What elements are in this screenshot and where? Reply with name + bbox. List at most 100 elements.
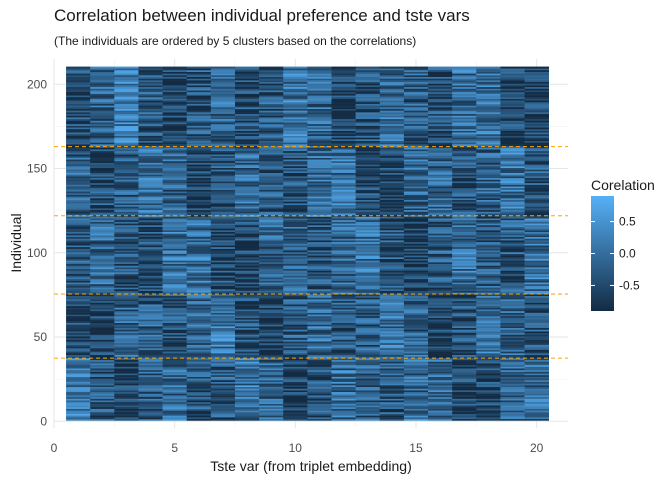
heatmap-cell: [476, 310, 501, 313]
heatmap-cell: [138, 327, 163, 330]
heatmap-cell: [331, 415, 356, 418]
heatmap-cell: [379, 253, 405, 256]
heatmap-cell: [186, 255, 212, 258]
heatmap-cell: [210, 312, 236, 315]
heatmap-cell: [66, 341, 91, 344]
heatmap-cell: [403, 361, 429, 364]
heatmap-cell: [66, 182, 91, 185]
heatmap-cell: [331, 381, 356, 384]
heatmap-cell: [234, 351, 260, 354]
heatmap-cell: [307, 118, 332, 121]
heatmap-cell: [524, 152, 549, 155]
heatmap-cell: [66, 265, 91, 268]
heatmap-cell: [524, 123, 549, 126]
heatmap-cell: [428, 371, 453, 374]
heatmap-cell: [428, 277, 453, 280]
heatmap-cell: [234, 290, 260, 293]
heatmap-cell: [428, 165, 453, 168]
heatmap-cell: [66, 353, 91, 356]
heatmap-cell: [355, 184, 381, 187]
heatmap-cell: [379, 405, 405, 408]
heatmap-cell: [355, 288, 381, 291]
heatmap-cell: [379, 115, 405, 118]
heatmap-cell: [283, 238, 308, 241]
heatmap-cell: [186, 218, 212, 221]
heatmap-cell: [66, 246, 91, 249]
heatmap-cell: [162, 288, 188, 291]
heatmap-cell: [162, 184, 188, 187]
heatmap-cell: [259, 108, 284, 111]
heatmap-cell: [90, 226, 115, 229]
heatmap-cell: [186, 278, 212, 281]
heatmap-cell: [90, 95, 115, 98]
heatmap-cell: [138, 100, 163, 103]
heatmap-cell: [428, 265, 453, 268]
heatmap-cell: [403, 139, 429, 142]
heatmap-cell: [114, 235, 139, 238]
heatmap-cell: [331, 233, 356, 236]
heatmap-cell: [428, 364, 453, 367]
heatmap-cell: [283, 341, 308, 344]
heatmap-cell: [259, 290, 284, 293]
heatmap-cell: [355, 128, 381, 131]
heatmap-cell: [428, 314, 453, 317]
heatmap-cell: [114, 383, 139, 386]
heatmap-cell: [283, 342, 308, 345]
heatmap-cell: [114, 336, 139, 339]
heatmap-cell: [403, 154, 429, 157]
heatmap-cell: [162, 408, 188, 411]
heatmap-cell: [90, 312, 115, 315]
heatmap-cell: [476, 132, 501, 135]
heatmap-cell: [283, 321, 308, 323]
heatmap-cell: [186, 191, 212, 194]
heatmap-cell: [162, 319, 188, 322]
heatmap-cell: [186, 118, 212, 121]
heatmap-cell: [524, 80, 549, 83]
heatmap-cell: [114, 418, 139, 421]
heatmap-cell: [283, 122, 308, 125]
heatmap-cell: [524, 186, 549, 189]
heatmap-cell: [114, 196, 139, 199]
heatmap-cell: [355, 275, 381, 278]
heatmap-cell: [283, 411, 308, 414]
heatmap-cell: [452, 169, 477, 172]
heatmap-cell: [307, 100, 332, 103]
heatmap-cell: [162, 147, 188, 150]
heatmap-cell: [476, 358, 501, 361]
heatmap-cell: [500, 95, 525, 98]
heatmap-cell: [138, 128, 163, 131]
heatmap-cell: [500, 256, 525, 259]
heatmap-cell: [114, 100, 139, 103]
heatmap-cell: [162, 381, 188, 384]
heatmap-cell: [428, 203, 453, 206]
heatmap-cell: [524, 285, 549, 288]
heatmap-cell: [283, 83, 308, 86]
heatmap-cell: [186, 408, 212, 411]
heatmap-cell: [162, 267, 188, 270]
heatmap-cell: [331, 280, 356, 283]
heatmap-cell: [476, 302, 501, 305]
heatmap-cell: [186, 208, 212, 211]
heatmap-cell: [452, 133, 477, 136]
heatmap-cell: [186, 123, 212, 126]
heatmap-cell: [138, 329, 163, 332]
heatmap-cell: [403, 315, 429, 318]
heatmap-cell: [452, 208, 477, 211]
heatmap-cell: [259, 135, 284, 138]
heatmap-cell: [403, 417, 429, 420]
heatmap-cell: [210, 226, 236, 229]
heatmap-cell: [403, 117, 429, 120]
heatmap-cell: [210, 130, 236, 133]
heatmap-cell: [234, 167, 260, 170]
heatmap-cell: [403, 344, 429, 347]
heatmap-cell: [162, 80, 188, 83]
heatmap-cell: [259, 378, 284, 381]
heatmap-cell: [379, 406, 405, 409]
heatmap-cell: [186, 314, 212, 317]
heatmap-cell: [452, 270, 477, 273]
heatmap-cell: [66, 245, 91, 248]
heatmap-cell: [186, 149, 212, 152]
heatmap-cell: [307, 319, 332, 322]
heatmap-cell: [403, 334, 429, 337]
heatmap-cell: [403, 172, 429, 175]
